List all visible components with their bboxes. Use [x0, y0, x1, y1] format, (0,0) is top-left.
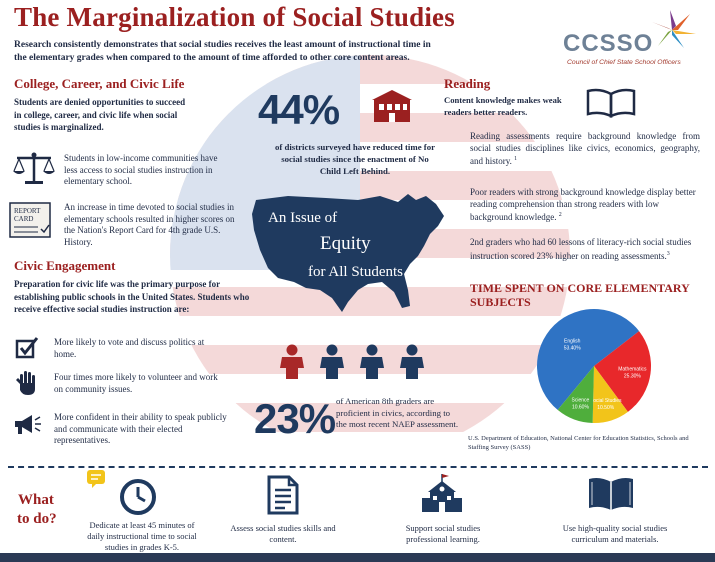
ccsso-star-logo-icon: [652, 10, 696, 48]
civic-lead: Preparation for civic life was the prima…: [14, 279, 250, 314]
raised-hand-icon: [16, 371, 35, 395]
civic-heading: Civic Engagement: [14, 258, 116, 273]
stat-44-value: 44%: [258, 86, 340, 133]
stat-23-value: 23%: [254, 395, 336, 442]
pie-value-label: 10.50%: [597, 405, 615, 411]
student-figure-icon: [320, 344, 344, 379]
pie-label: Science: [572, 397, 590, 403]
civic-item-1-text: More likely to vote and discuss politics…: [54, 337, 205, 359]
book-icon: [589, 478, 633, 510]
reading-paragraph-3: 2nd graders who had 60 lessons of litera…: [470, 237, 692, 261]
reading-heading: Reading: [444, 76, 491, 91]
student-figure-icon: [360, 344, 384, 379]
equity-line-1: An Issue of: [268, 210, 338, 226]
stat-23-text: of American 8th graders are proficient i…: [336, 396, 459, 429]
chart-title: TIME SPENT ON CORE ELEMENTARY SUBJECTS: [470, 281, 690, 309]
reading-paragraph-2: Poor readers with strong background know…: [470, 187, 696, 222]
civic-item-2-text: Four times more likely to volunteer and …: [54, 372, 218, 394]
college-item-1-text: Students in low-income communities have …: [64, 153, 218, 186]
students-people-icon: [280, 344, 424, 379]
equity-line-2: Equity: [320, 233, 371, 254]
college-item-2-text: An increase in time devoted to social st…: [64, 202, 235, 247]
section-divider: [8, 466, 708, 468]
svg-text:CARD: CARD: [14, 215, 33, 223]
stat-44-text: of districts surveyed have reduced time …: [274, 142, 436, 176]
schoolhouse-icon: [422, 474, 462, 512]
logo-name: CCSSO: [563, 30, 654, 57]
student-figure-icon: [280, 344, 304, 379]
pie-label: Social Studies: [590, 398, 622, 404]
college-heading: College, Career, and Civic Life: [14, 76, 185, 91]
logo-subtitle: Council of Chief State School Officers: [567, 59, 681, 66]
pie-label: English: [564, 338, 581, 344]
student-figure-icon: [400, 344, 424, 379]
equity-line-3: for All Students: [308, 264, 404, 280]
intro-text: Research consistently demonstrates that …: [14, 40, 431, 63]
civic-item-3-text: More confident in their ability to speak…: [54, 412, 227, 445]
school-building-icon: [372, 90, 412, 122]
report-card-icon: REPORT CARD: [9, 202, 51, 238]
reading-paragraph-1: Reading assessments require background k…: [470, 131, 700, 166]
pie-slice-social-studies: [592, 366, 628, 423]
pie-value-label: 10.60%: [572, 404, 590, 410]
checkbox-icon: [15, 337, 39, 359]
pie-value-label: 25.30%: [624, 373, 642, 379]
todo-item-2-text: Assess social studies skills and content…: [230, 523, 336, 544]
todo-item-1-text: Dedicate at least 45 minutes of daily in…: [87, 520, 197, 552]
usa-map-icon: [252, 194, 444, 312]
chat-bubble-icon: [87, 470, 105, 488]
svg-text:REPORT: REPORT: [14, 207, 41, 215]
todo-heading-line-1: What: [18, 492, 54, 508]
pie-slice-english: [537, 309, 640, 410]
pie-value-label: 53.40%: [564, 345, 582, 351]
todo-heading-line-2: to do?: [17, 511, 57, 527]
megaphone-icon: [15, 415, 41, 434]
pie-slice-mathematics: [594, 331, 651, 412]
todo-heading: What to do?: [17, 491, 57, 529]
footer-bar: [0, 553, 715, 562]
document-icon: [267, 475, 299, 515]
open-book-icon: [586, 88, 636, 118]
pie-slice-science: [557, 366, 594, 423]
page-title: The Marginalization of Social Studies: [14, 2, 455, 32]
pie-label: Mathematics: [618, 366, 647, 372]
clock-icon: [120, 479, 156, 515]
todo-item-3-text: Support social studies professional lear…: [405, 523, 481, 544]
reading-lead: Content knowledge makes weak readers bet…: [444, 95, 562, 117]
scales-icon: [13, 152, 55, 184]
chart-source: U.S. Department of Education, National C…: [468, 435, 689, 451]
todo-item-4-text: Use high-quality social studies curricul…: [562, 523, 668, 544]
college-lead: Students are denied opportunities to suc…: [14, 97, 186, 132]
